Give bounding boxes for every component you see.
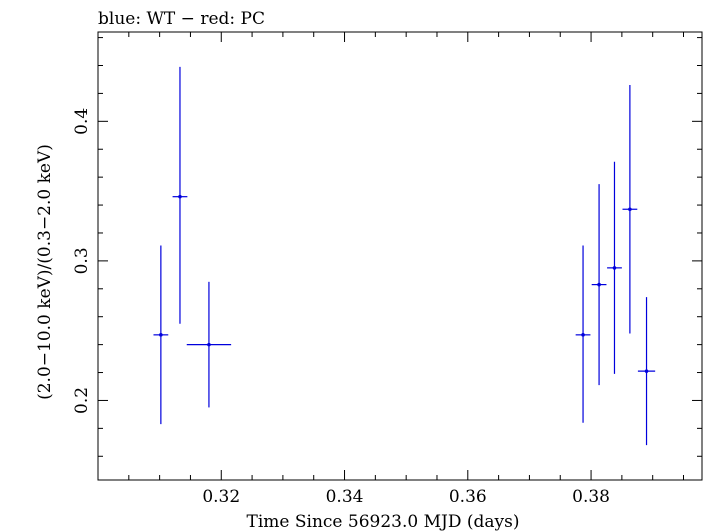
data-marker: [159, 333, 163, 337]
data-point: [637, 297, 656, 446]
data-point: [607, 161, 622, 374]
data-marker: [597, 282, 601, 287]
x-tick-label: 0.36: [449, 487, 487, 507]
data-point: [153, 245, 169, 425]
data-point: [186, 281, 232, 408]
data-point: [591, 184, 607, 386]
x-tick-label: 0.34: [326, 487, 364, 507]
y-tick-label: 0.4: [72, 108, 92, 135]
data-marker: [207, 342, 211, 347]
chart-title: blue: WT − red: PC: [98, 9, 265, 29]
data-points: [153, 66, 656, 446]
data-point: [622, 85, 638, 334]
plot-frame: [97, 31, 703, 481]
x-tick-label: 0.32: [202, 487, 240, 507]
data-marker: [581, 333, 585, 337]
data-marker: [178, 194, 182, 199]
y-axis-label: (2.0−10.0 keV)/(0.3−2.0 keV): [35, 144, 55, 400]
data-point: [172, 66, 188, 324]
y-tick-label: 0.3: [72, 247, 92, 274]
x-tick-label: 0.38: [572, 487, 610, 507]
data-marker: [644, 369, 649, 373]
y-axis-ticks: 0.2 0.3 0.4: [72, 37, 702, 457]
x-axis-label: Time Since 56923.0 MJD (days): [247, 512, 520, 532]
x-axis-ticks: 0.32 0.34 0.36 0.38: [97, 32, 685, 507]
data-point: [575, 245, 591, 423]
data-marker: [628, 207, 632, 212]
data-marker: [612, 266, 617, 270]
y-tick-label: 0.2: [72, 387, 92, 414]
